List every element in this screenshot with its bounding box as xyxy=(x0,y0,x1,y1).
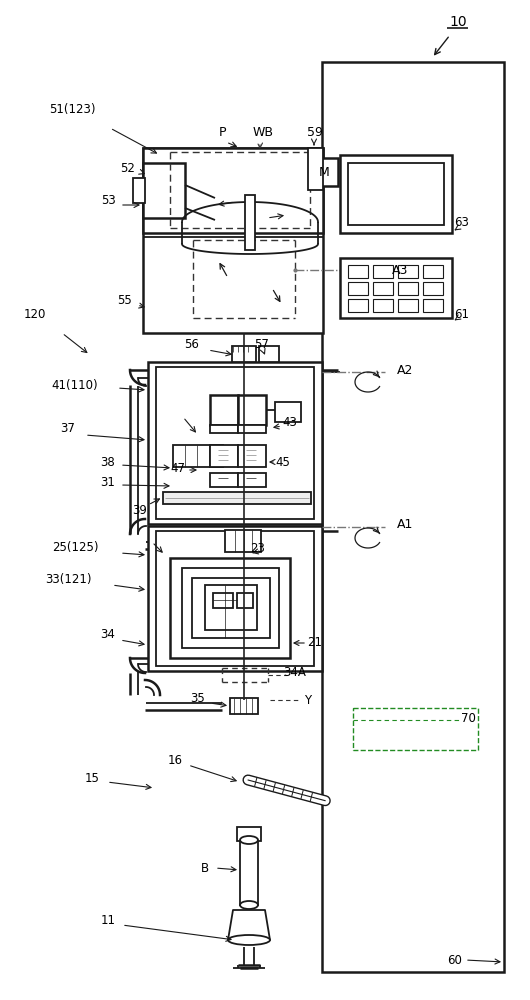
Text: A1: A1 xyxy=(397,518,413,532)
Bar xyxy=(238,473,266,487)
Text: 52: 52 xyxy=(120,161,136,174)
Bar xyxy=(232,346,256,362)
Text: 21: 21 xyxy=(307,637,322,650)
Bar xyxy=(373,282,393,295)
Text: 70: 70 xyxy=(461,712,475,724)
Bar xyxy=(225,530,261,552)
Bar xyxy=(237,827,261,841)
Text: 34: 34 xyxy=(101,629,116,642)
Bar xyxy=(173,445,223,467)
Bar xyxy=(237,593,253,608)
Text: A3: A3 xyxy=(392,263,408,276)
Text: 10: 10 xyxy=(449,15,467,29)
Bar xyxy=(348,299,368,312)
Text: 39: 39 xyxy=(132,504,147,516)
Bar xyxy=(423,265,443,278)
Ellipse shape xyxy=(240,836,258,844)
Text: 61: 61 xyxy=(455,308,470,322)
Text: 33(121): 33(121) xyxy=(45,574,91,586)
Text: WB: WB xyxy=(252,126,273,139)
Bar xyxy=(240,840,258,905)
Bar xyxy=(133,178,145,203)
Ellipse shape xyxy=(228,935,270,945)
Ellipse shape xyxy=(240,901,258,909)
Text: 43: 43 xyxy=(282,416,297,430)
Bar xyxy=(182,568,279,648)
Bar xyxy=(238,395,266,425)
Bar xyxy=(259,346,279,362)
Text: 56: 56 xyxy=(184,338,199,352)
Bar xyxy=(398,265,418,278)
Bar xyxy=(156,531,314,666)
Bar xyxy=(423,282,443,295)
Text: 34A: 34A xyxy=(284,666,306,680)
Text: 45: 45 xyxy=(276,456,290,468)
Text: 15: 15 xyxy=(85,772,100,784)
Bar xyxy=(348,163,444,225)
Bar xyxy=(205,585,257,630)
Text: 16: 16 xyxy=(167,754,182,766)
Bar xyxy=(210,395,238,425)
Bar xyxy=(210,473,238,487)
Text: M: M xyxy=(319,165,329,178)
Bar xyxy=(353,708,478,750)
Text: 47: 47 xyxy=(171,462,185,475)
Text: P: P xyxy=(218,126,226,139)
Text: 37: 37 xyxy=(60,422,75,434)
Text: Y: Y xyxy=(304,694,312,706)
Text: 53: 53 xyxy=(101,194,116,207)
Bar xyxy=(156,367,314,519)
Bar xyxy=(213,593,233,608)
Text: 23: 23 xyxy=(251,542,266,554)
Bar xyxy=(275,402,301,422)
Bar xyxy=(170,558,290,658)
Bar xyxy=(340,155,452,233)
Bar xyxy=(340,258,452,318)
Bar xyxy=(310,158,338,186)
Text: 25(125): 25(125) xyxy=(52,542,98,554)
Bar xyxy=(322,62,504,972)
Text: 11: 11 xyxy=(101,914,116,926)
Text: B: B xyxy=(201,861,209,874)
Bar xyxy=(143,148,323,333)
Text: 57: 57 xyxy=(254,338,269,352)
Text: 41(110): 41(110) xyxy=(52,378,98,391)
Bar xyxy=(163,492,311,504)
Text: 55: 55 xyxy=(118,294,132,306)
Bar xyxy=(238,425,266,433)
Bar xyxy=(192,578,270,638)
Bar xyxy=(398,282,418,295)
Text: 38: 38 xyxy=(101,456,116,468)
Polygon shape xyxy=(228,910,270,940)
Bar xyxy=(423,299,443,312)
Text: 31: 31 xyxy=(101,477,116,489)
Bar xyxy=(373,265,393,278)
Bar xyxy=(210,445,238,467)
Bar xyxy=(348,265,368,278)
Bar xyxy=(245,195,255,250)
Bar xyxy=(148,526,322,671)
Bar xyxy=(143,148,323,233)
Text: 60: 60 xyxy=(447,954,463,966)
Text: 35: 35 xyxy=(191,692,206,704)
Bar xyxy=(143,163,185,218)
Text: 63: 63 xyxy=(455,216,470,229)
Text: 120: 120 xyxy=(24,308,46,322)
Text: 59: 59 xyxy=(307,126,323,139)
Bar xyxy=(238,445,266,467)
Bar xyxy=(348,282,368,295)
Bar xyxy=(398,299,418,312)
Text: A2: A2 xyxy=(397,363,413,376)
Bar xyxy=(230,698,258,714)
Bar xyxy=(148,362,322,524)
Bar xyxy=(373,299,393,312)
Bar xyxy=(210,425,238,433)
Bar xyxy=(308,148,323,190)
Text: 51(123): 51(123) xyxy=(49,104,95,116)
